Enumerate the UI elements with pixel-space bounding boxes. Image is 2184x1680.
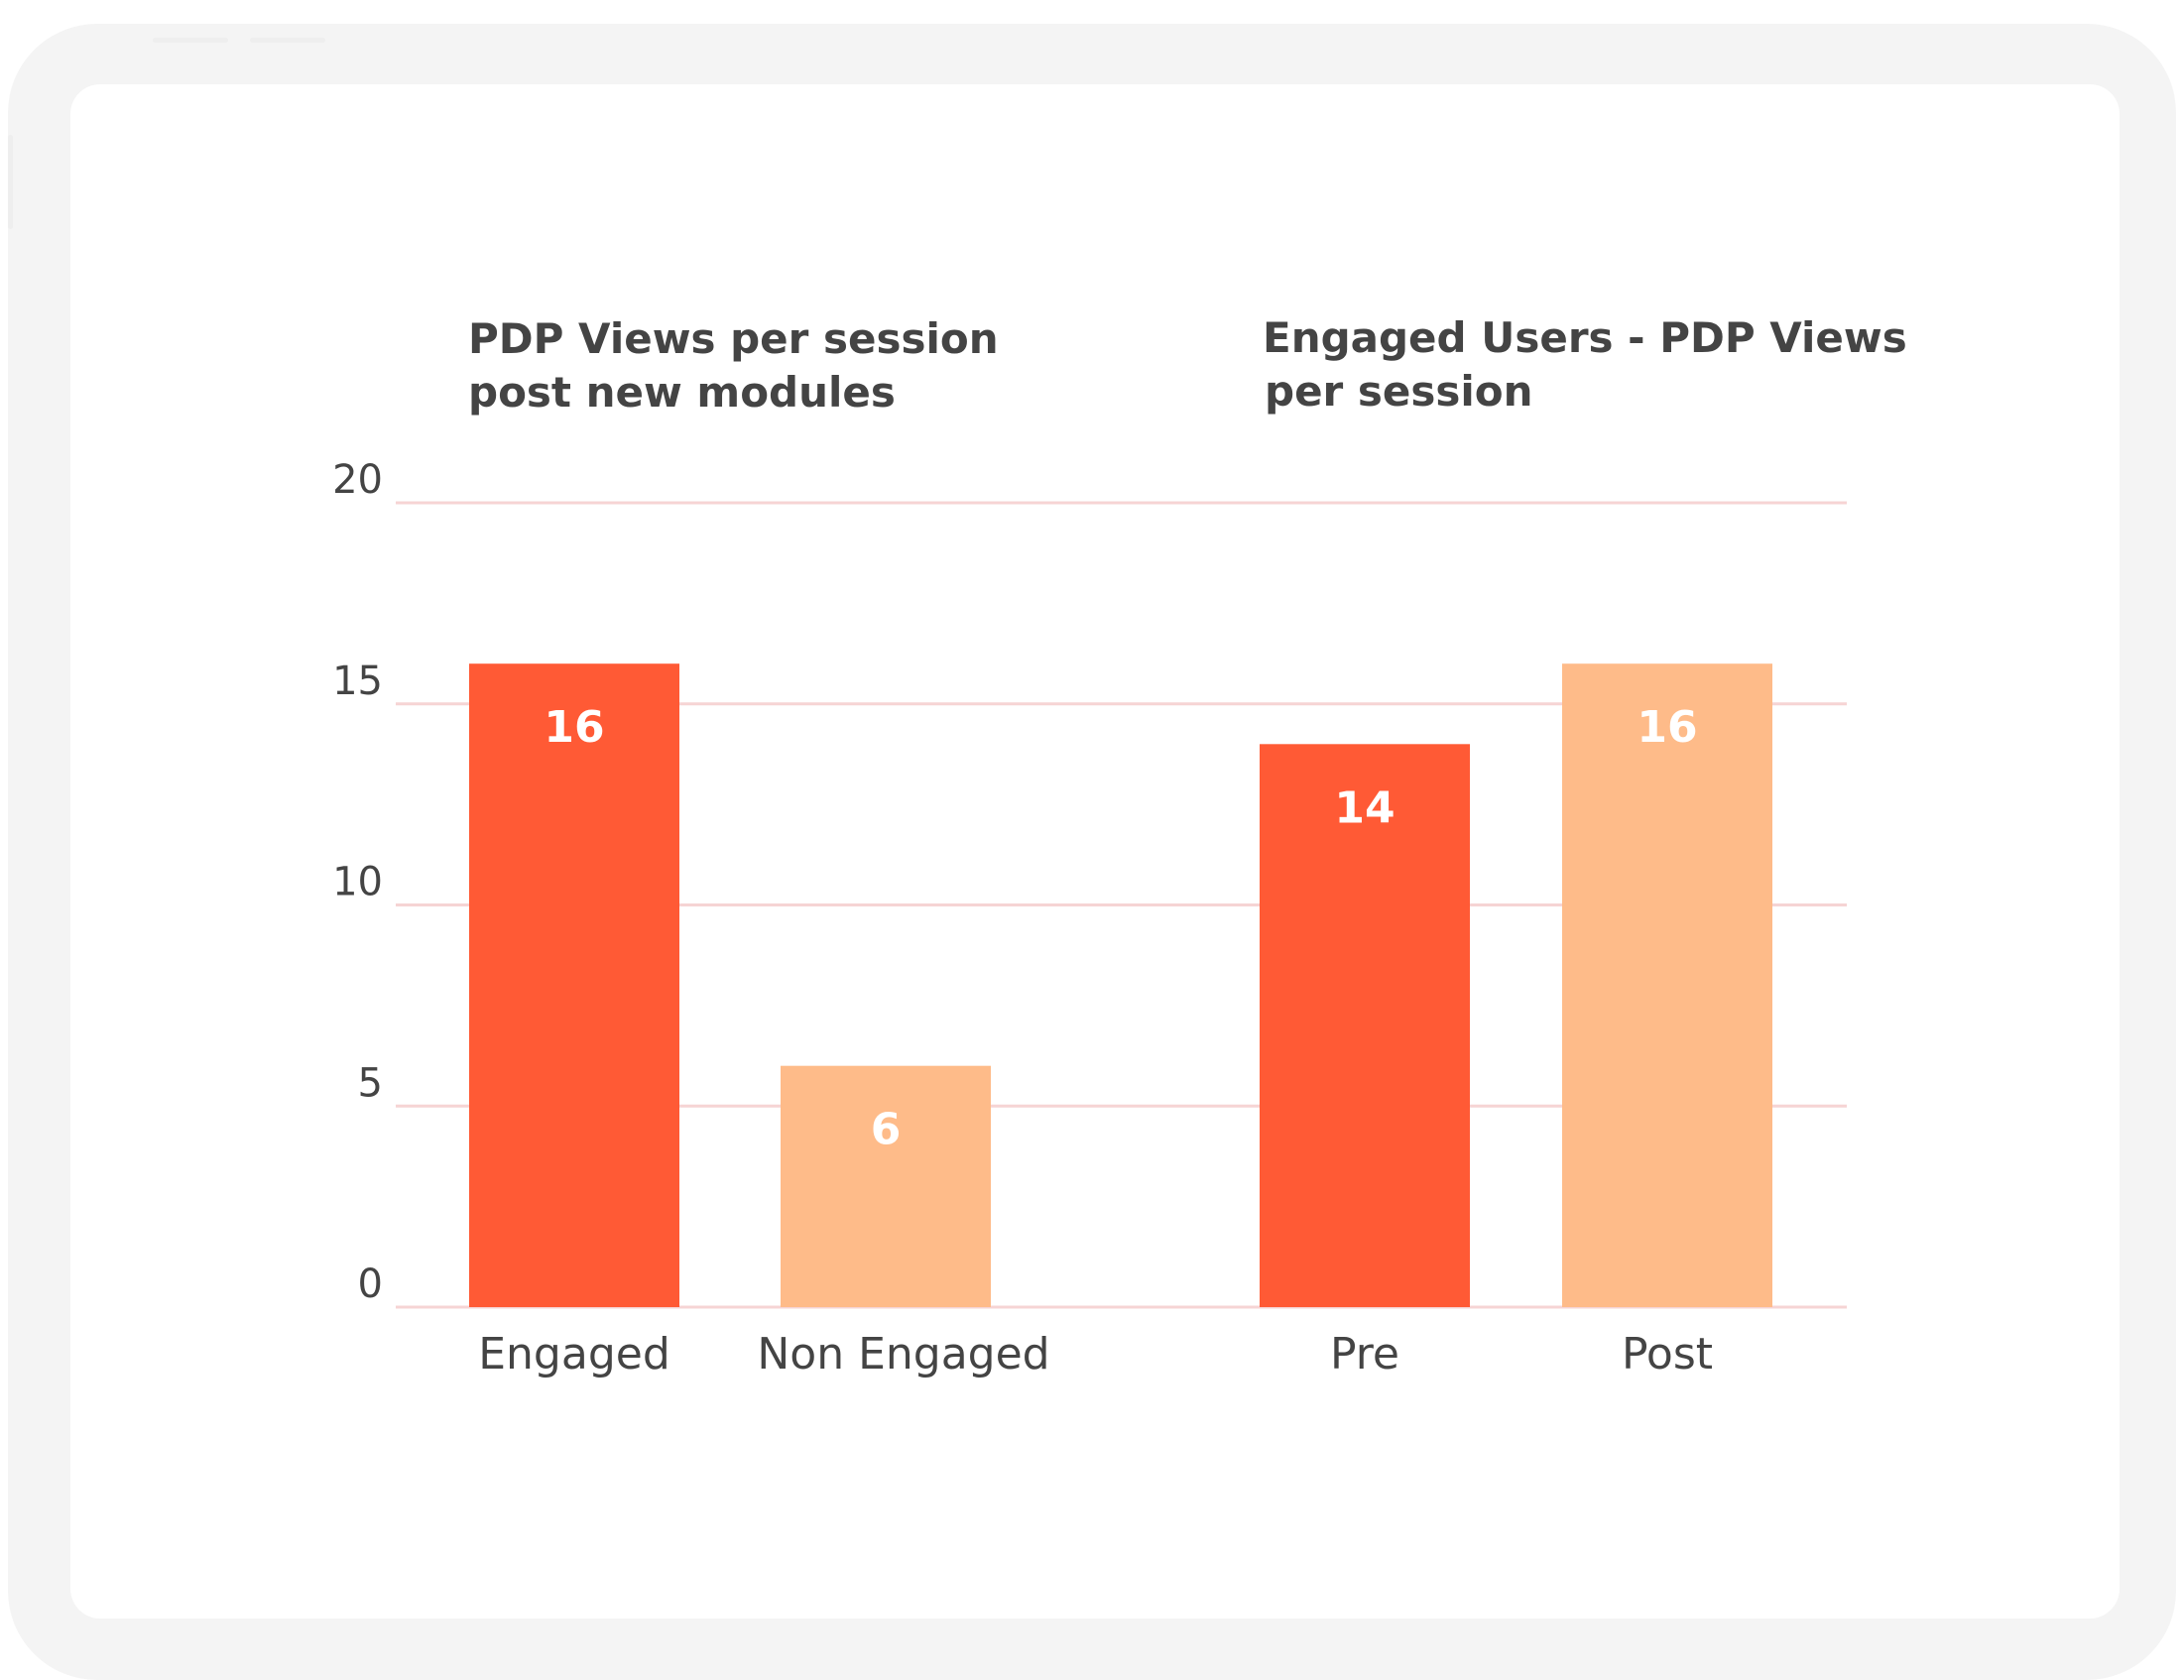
tablet-side-button (8, 135, 13, 229)
chart-title-left-line1: PDP Views per session (468, 314, 999, 363)
bar-post (1562, 663, 1772, 1307)
data-label: 16 (1637, 702, 1697, 753)
chart-title-left-line2: post new modules (468, 368, 896, 417)
chart-title-right-line2: per session (1265, 367, 1533, 416)
tablet-top-button (153, 38, 228, 43)
bar-pre (1260, 744, 1470, 1307)
bar-non-engaged (781, 1065, 991, 1307)
x-category-label: Pre (1330, 1329, 1399, 1380)
tablet-screen (70, 84, 2120, 1619)
y-tick-label: 10 (332, 860, 383, 905)
tablet-top-button (250, 38, 325, 43)
data-label: 16 (544, 702, 604, 753)
chart-title-right-line1: Engaged Users - PDP Views (1263, 313, 1907, 362)
y-tick-label: 0 (358, 1261, 383, 1307)
x-category-label: Post (1622, 1329, 1713, 1380)
y-axis-ticks: 0 5 10 15 20 (332, 457, 383, 1307)
data-label: 6 (871, 1105, 902, 1155)
bar-engaged (469, 663, 679, 1307)
y-tick-label: 5 (358, 1060, 383, 1106)
bars: 16 Engaged 6 Non Engaged 14 Pre 16 Post (469, 663, 1772, 1380)
x-category-label: Engaged (478, 1329, 670, 1380)
x-category-label: Non Engaged (757, 1329, 1049, 1380)
y-tick-label: 20 (332, 457, 383, 503)
data-label: 14 (1334, 782, 1395, 833)
y-tick-label: 15 (332, 659, 383, 704)
